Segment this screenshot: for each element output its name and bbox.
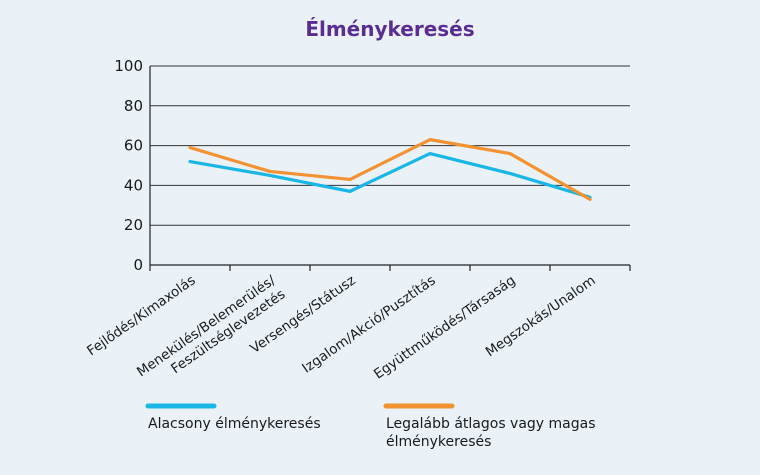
- y-tick-label: 80: [124, 97, 143, 115]
- y-tick-label: 0: [133, 256, 143, 274]
- legend-label-2: Legalább átlagos vagy magas: [386, 416, 596, 432]
- y-tick-label: 100: [114, 57, 143, 75]
- legend-label-2: élménykeresés: [386, 434, 491, 450]
- x-axis-categories: Fejlődés/KimaxolásMenekülés/Belemerülés/…: [84, 272, 598, 382]
- x-category-label: Izgalom/Akció/Pusztítás: [299, 272, 438, 376]
- series-line-1: [188, 151, 592, 199]
- series-line-2: [188, 138, 592, 201]
- axes: [149, 66, 631, 271]
- legend-label-1: Alacsony élménykeresés: [148, 416, 321, 432]
- x-category-label-line: Menekülés/Belemerülés/: [134, 272, 279, 380]
- legend: Alacsony élménykeresés Legalább átlagos v…: [145, 403, 596, 450]
- y-axis-ticks: 0 20 40 60 80 100: [114, 57, 143, 274]
- y-tick-label: 60: [124, 137, 143, 155]
- x-category-label-line: Együttműködés/Társaság: [371, 272, 519, 382]
- series-lines: [188, 138, 592, 201]
- x-category-label: Együttműködés/Társaság: [371, 272, 519, 382]
- y-tick-label: 20: [124, 216, 143, 234]
- gridlines: [150, 65, 630, 226]
- chart-title: Élménykeresés: [305, 17, 474, 41]
- x-category-label-line: Izgalom/Akció/Pusztítás: [299, 272, 438, 376]
- y-tick-label: 40: [124, 176, 143, 194]
